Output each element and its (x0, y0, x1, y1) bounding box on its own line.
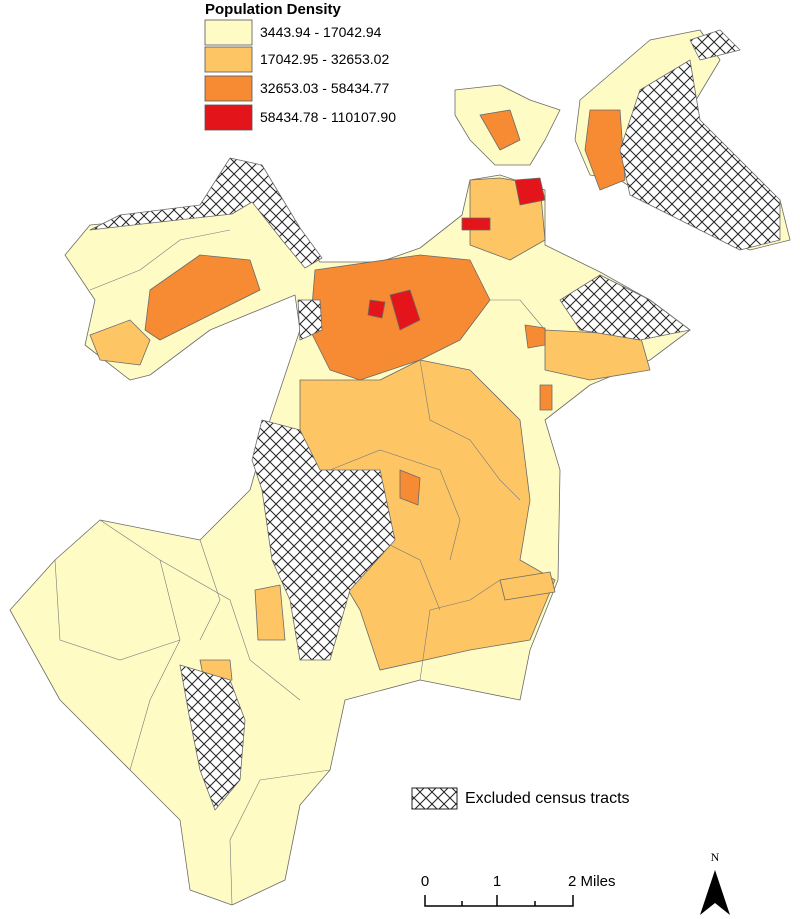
legend-label: 58434.78 - 110107.90 (260, 109, 396, 125)
tract (144, 254, 261, 341)
tract (524, 324, 546, 349)
scale-label: 0 (421, 873, 429, 890)
north-label: N (711, 850, 720, 864)
tract (389, 289, 421, 331)
tract-boundary (54, 559, 181, 661)
excluded-tract (689, 29, 741, 61)
scale-bar-line (424, 895, 574, 907)
excluded-areas (89, 29, 781, 811)
tract (89, 319, 151, 366)
tract-boundary (329, 449, 461, 561)
legend-swatch (204, 19, 253, 46)
tract-boundary (419, 579, 501, 681)
scale-bar: 0 1 2 Miles (421, 873, 616, 907)
tract-boundary (490, 299, 546, 331)
excluded-tract (179, 664, 246, 811)
tract (514, 177, 546, 206)
legend-title: Population Density (205, 1, 342, 18)
legend-swatch (204, 75, 253, 102)
tract (499, 571, 556, 601)
legend: Population Density 3443.94 - 17042.94 170… (204, 1, 396, 131)
tract (584, 109, 626, 191)
tract (367, 299, 386, 319)
tract (479, 109, 521, 151)
tract (461, 217, 491, 231)
excluded-tract (559, 274, 691, 341)
excluded-tract (297, 299, 323, 341)
legend-label: 32653.03 - 58434.77 (260, 80, 389, 96)
tract-boundary (229, 769, 331, 906)
excluded-tract (251, 419, 396, 661)
excluded-tract (89, 157, 323, 269)
tract-boundary (199, 539, 221, 641)
north-arrow-shape (700, 870, 730, 915)
excluded-label: Excluded census tracts (465, 790, 630, 807)
north-arrow: N (700, 850, 730, 915)
legend-swatch (204, 104, 253, 131)
tract (399, 469, 421, 506)
excluded-tract (619, 59, 781, 251)
excluded-swatch (411, 787, 458, 810)
scale-label: 1 (493, 873, 501, 890)
tract-boundary (89, 229, 231, 291)
tract (254, 584, 286, 641)
tract-boundary (419, 359, 521, 501)
legend-label: 3443.94 - 17042.94 (260, 24, 382, 40)
excluded-legend: Excluded census tracts (411, 787, 630, 810)
scale-label: 2 Miles (568, 873, 616, 890)
legend-swatch (204, 46, 253, 73)
tract (539, 384, 553, 411)
legend-label: 17042.95 - 32653.02 (260, 51, 389, 67)
tract-boundary (159, 559, 301, 701)
